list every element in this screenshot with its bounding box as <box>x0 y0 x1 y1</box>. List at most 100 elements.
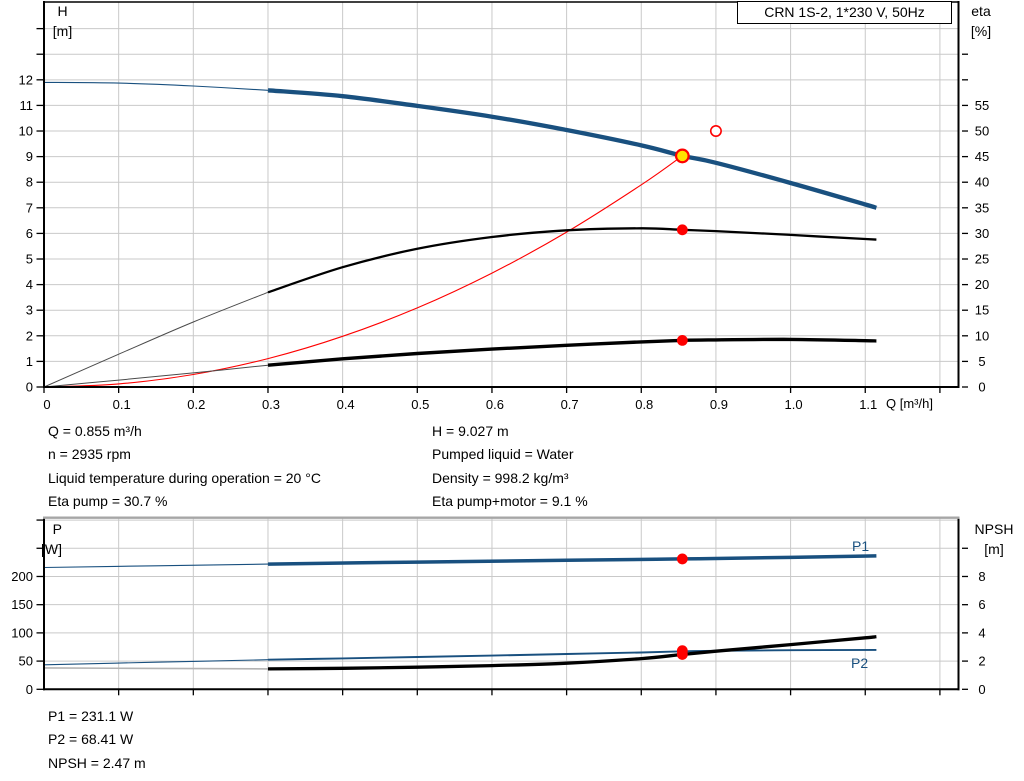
eta-axis-unit: [%] <box>970 23 992 39</box>
right-tick-label: 10 <box>975 328 989 343</box>
tick-labels: 0 50 100 150 200 0 2 4 6 8 <box>11 569 985 697</box>
right-tick-label: 40 <box>975 175 989 190</box>
right-tick-label: 5 <box>978 354 985 369</box>
left-tick-label: 10 <box>19 124 33 139</box>
p-axis-unit: [W] <box>41 541 62 557</box>
right-tick-label: 0 <box>978 682 985 697</box>
right-tick-label: 15 <box>975 303 989 318</box>
annotation-speed: n = 2935 rpm <box>48 446 131 463</box>
pump-title-box: CRN 1S-2, 1*230 V, 50Hz <box>737 1 952 24</box>
left-tick-label: 200 <box>11 569 33 584</box>
x-tick-label: 0.5 <box>411 397 429 412</box>
power-npsh-chart: 0 50 100 150 200 0 2 4 6 8 P1 P2 <box>11 516 986 697</box>
system-curve <box>43 155 683 388</box>
left-tick-label: 4 <box>26 277 33 292</box>
tick-marks <box>36 27 968 393</box>
duty-markers <box>674 125 722 346</box>
annotation-eta-pump-motor: Eta pump+motor = 9.1 % <box>432 493 588 510</box>
qh-curve <box>267 88 878 210</box>
h-axis-label: H [m] <box>42 1 83 41</box>
left-tick-label: 3 <box>26 303 33 318</box>
npsh-duty-dot <box>676 649 688 660</box>
left-tick-label: 7 <box>26 200 33 215</box>
left-tick-label: 0 <box>26 380 33 395</box>
p1-curve-label: P1 <box>852 538 869 554</box>
right-tick-label: 55 <box>975 98 989 113</box>
x-tick-label: 0.6 <box>486 397 504 412</box>
eta-pump-motor-curve <box>267 337 877 367</box>
x-tick-label: 0.3 <box>262 397 280 412</box>
x-tick-label: 0.2 <box>187 397 205 412</box>
h-axis-symbol: H <box>57 3 68 19</box>
right-tick-label: 4 <box>978 625 985 640</box>
left-tick-label: 100 <box>11 625 33 640</box>
left-tick-label: 1 <box>26 354 33 369</box>
x-tick-label: 0 <box>43 397 50 412</box>
p2-curve <box>267 648 877 661</box>
qh-curve-thin <box>43 81 269 91</box>
duty-point-qh[interactable] <box>674 148 690 164</box>
annotation-density: Density = 998.2 kg/m³ <box>432 469 569 486</box>
npsh-curve-thin <box>43 667 269 670</box>
left-tick-label: 2 <box>26 328 33 343</box>
npsh-axis-symbol: NPSH <box>974 521 1014 537</box>
x-tick-label: 0.8 <box>635 397 653 412</box>
left-tick-label: 150 <box>11 597 33 612</box>
npsh-curve <box>267 635 877 671</box>
eta-pump-curve-thin <box>43 291 269 388</box>
left-tick-label: 9 <box>26 149 33 164</box>
tick-labels: 0 0.1 0.2 0.3 0.4 0.5 0.6 0.7 0.8 0.9 1.0 1.1012345… <box>19 72 990 412</box>
left-tick-label: 5 <box>26 252 33 267</box>
p2-curve-thin <box>43 659 269 666</box>
left-tick-label: 12 <box>19 72 33 87</box>
npsh-axis-label: NPSH [m] <box>966 519 1022 559</box>
left-tick-label: 50 <box>19 654 33 669</box>
x-tick-label: 1.0 <box>785 397 803 412</box>
x-tick-label: 0.9 <box>710 397 728 412</box>
eta-axis-label: eta [%] <box>958 1 1004 41</box>
annotation-eta-pump: Eta pump = 30.7 % <box>48 493 168 510</box>
x-tick-label: 0.4 <box>337 397 355 412</box>
axes <box>43 1 960 388</box>
p1-curve <box>267 554 877 566</box>
p2-curve-label: P2 <box>851 655 868 671</box>
h-axis-unit: [m] <box>52 23 73 39</box>
annotation-flow: Q = 0.855 m³/h <box>48 423 142 439</box>
x-tick-label: 0.7 <box>561 397 579 412</box>
annotation-pumped-liquid: Pumped liquid = Water <box>432 446 574 463</box>
eta-pump-curve <box>267 227 877 294</box>
duty-info-left: Q = 0.855 m³/h n = 2935 rpm Liquid tempe… <box>48 420 321 514</box>
pump-title: CRN 1S-2, 1*230 V, 50Hz <box>764 4 925 20</box>
right-tick-label: 8 <box>978 569 985 584</box>
p-axis-symbol: P <box>52 521 62 537</box>
right-tick-label: 35 <box>975 200 989 215</box>
curves <box>43 81 878 388</box>
x-tick-label: 1.1 <box>859 397 877 412</box>
right-tick-label: 30 <box>975 226 989 241</box>
p1-curve-thin <box>43 563 269 569</box>
p-axis-label: P [W] <box>20 519 62 559</box>
rated-duty-point <box>709 125 722 138</box>
right-tick-label: 2 <box>978 654 985 669</box>
tick-marks <box>36 519 968 696</box>
annotation-p2: P2 = 68.41 W <box>48 731 134 748</box>
annotation-npsh: NPSH = 2.47 m <box>48 754 146 771</box>
right-tick-label: 6 <box>978 597 985 612</box>
p1-duty-dot <box>676 553 688 565</box>
duty-markers <box>676 553 688 660</box>
right-tick-label: 20 <box>975 277 989 292</box>
annotation-head: H = 9.027 m <box>432 423 509 439</box>
power-info: P1 = 231.1 W P2 = 68.41 W NPSH = 2.47 m <box>48 705 146 775</box>
npsh-axis-unit: [m] <box>984 541 1004 557</box>
left-tick-label: 8 <box>26 175 33 190</box>
q-axis-label: Q [m³/h] <box>886 396 933 411</box>
curves <box>43 554 877 671</box>
left-tick-label: 6 <box>26 226 33 241</box>
gridlines <box>44 517 959 690</box>
x-tick-label: 0.1 <box>113 397 131 412</box>
eta-pump-duty-dot <box>676 224 688 236</box>
eta-axis-symbol: eta <box>971 3 991 19</box>
left-tick-label: 0 <box>26 682 33 697</box>
annotation-p1: P1 = 231.1 W <box>48 708 134 724</box>
